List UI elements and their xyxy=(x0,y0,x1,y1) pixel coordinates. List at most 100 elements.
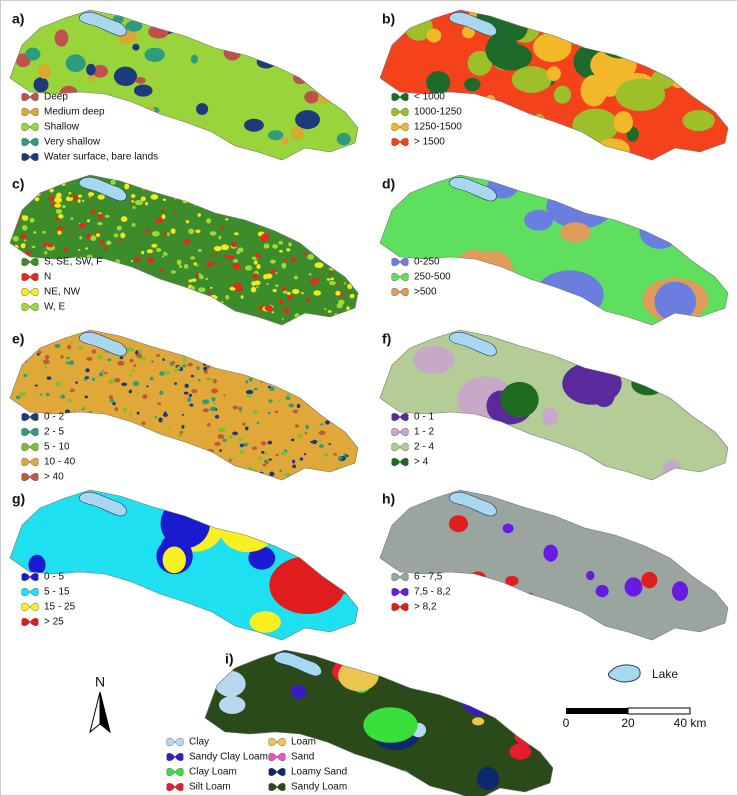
patch xyxy=(204,360,208,363)
patch xyxy=(654,281,697,322)
patch xyxy=(23,239,27,242)
patch xyxy=(546,184,614,229)
patch xyxy=(590,348,609,364)
patch xyxy=(101,296,107,301)
patch xyxy=(204,343,208,347)
patch xyxy=(184,383,189,388)
patch xyxy=(178,433,183,438)
patch xyxy=(338,230,343,234)
patch xyxy=(334,11,346,21)
lake xyxy=(78,11,127,37)
panel-label: b) xyxy=(382,11,395,27)
patch xyxy=(197,287,206,293)
patch xyxy=(147,292,154,297)
patch xyxy=(341,197,349,203)
patch xyxy=(20,233,27,239)
patch xyxy=(313,469,317,474)
patch xyxy=(120,216,128,222)
patch xyxy=(133,364,137,367)
legend-icon xyxy=(391,107,409,117)
patch xyxy=(240,367,244,370)
legend-label: >500 xyxy=(414,287,437,298)
patch xyxy=(164,454,169,457)
patch xyxy=(116,225,122,231)
patch xyxy=(113,469,120,475)
patch xyxy=(296,222,300,225)
patch xyxy=(326,201,330,206)
patch xyxy=(137,112,159,128)
patch xyxy=(239,443,244,448)
patch xyxy=(312,195,316,198)
patch xyxy=(244,358,249,362)
patch xyxy=(331,190,338,195)
patch xyxy=(102,434,110,439)
patch xyxy=(343,187,348,192)
patch xyxy=(183,310,188,314)
patch xyxy=(321,357,325,361)
patch xyxy=(262,463,267,467)
patch xyxy=(133,289,140,294)
legend-label: 250-500 xyxy=(414,272,451,283)
patch xyxy=(80,450,85,454)
legend-label: Loam xyxy=(291,737,316,748)
patch xyxy=(278,355,283,360)
patch xyxy=(142,114,162,129)
patch xyxy=(215,181,223,187)
legend-icon xyxy=(21,457,39,467)
patch xyxy=(336,303,343,309)
patch xyxy=(97,194,105,200)
patch xyxy=(235,198,243,203)
patch xyxy=(327,551,358,595)
patch xyxy=(274,410,279,414)
patch xyxy=(176,441,181,444)
panel-label: h) xyxy=(382,491,395,507)
patch xyxy=(350,373,355,376)
patch xyxy=(217,196,226,203)
patch xyxy=(325,363,332,369)
patch xyxy=(320,386,327,390)
patch xyxy=(264,305,273,312)
patch xyxy=(53,279,58,284)
patch xyxy=(54,197,63,203)
patch xyxy=(245,355,253,361)
patch xyxy=(37,64,51,79)
north-label: N xyxy=(95,674,105,690)
legend-icon xyxy=(166,782,184,792)
legend-icon xyxy=(268,737,286,747)
patch xyxy=(266,282,269,286)
patch xyxy=(448,515,469,533)
patch xyxy=(248,377,253,382)
patch xyxy=(312,381,316,384)
legend-label: 0 - 2 xyxy=(44,412,64,423)
patch xyxy=(96,233,101,237)
patch xyxy=(31,245,36,249)
legend-label: > 40 xyxy=(44,472,64,483)
patch xyxy=(219,449,222,453)
patch xyxy=(127,462,134,468)
legend-label: 5 - 10 xyxy=(44,442,70,453)
patch xyxy=(167,179,177,186)
legend-label: 5 - 15 xyxy=(44,587,70,598)
patch xyxy=(338,659,379,692)
patch xyxy=(159,371,165,376)
patch xyxy=(349,335,352,338)
patch xyxy=(46,376,52,380)
patch xyxy=(183,238,191,245)
legend-label: 1000-1250 xyxy=(414,107,462,118)
patch xyxy=(294,424,300,428)
legend-label: Clay Loam xyxy=(189,767,237,778)
scale-label: 40 km xyxy=(674,716,707,730)
patch xyxy=(33,231,37,234)
panel-label: d) xyxy=(382,176,395,192)
patch xyxy=(58,214,64,219)
patch xyxy=(243,365,248,370)
patch xyxy=(524,209,554,231)
patch xyxy=(193,191,201,197)
patch xyxy=(155,461,161,465)
patch xyxy=(75,381,78,384)
patch xyxy=(297,433,303,439)
legend-label: 0-250 xyxy=(414,257,440,268)
patch xyxy=(345,202,351,208)
patch xyxy=(66,361,69,365)
